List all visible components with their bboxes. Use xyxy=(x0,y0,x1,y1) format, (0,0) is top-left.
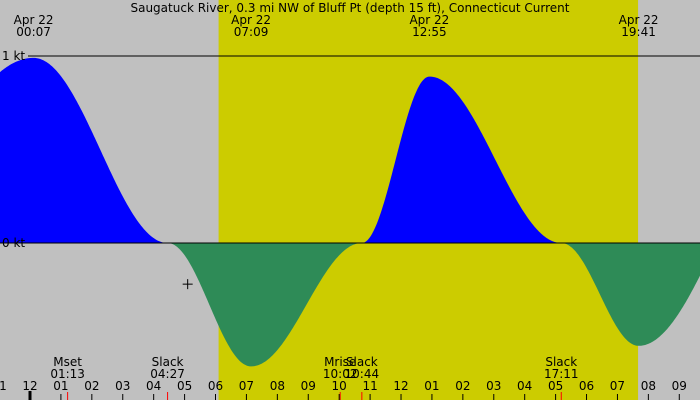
top-event-time: 00:07 xyxy=(16,25,51,39)
bottom-event-labels: Mset01:13Slack04:27Mrise10:02Slack10:44S… xyxy=(50,355,579,400)
top-event-time: 19:41 xyxy=(621,25,656,39)
x-tick-label: 10 xyxy=(332,379,347,393)
top-event-time: 07:09 xyxy=(234,25,269,39)
x-tick-label: 07 xyxy=(239,379,254,393)
bottom-event-label: Slack xyxy=(545,355,577,369)
x-tick-label: 01 xyxy=(53,379,68,393)
current-areas xyxy=(0,57,700,367)
x-axis-ticks: 11 12 01 02 03 04 05 06 07 08 09 10 11 12 01 02 03 04 05 06… xyxy=(0,379,687,400)
bottom-event-label: Mset xyxy=(53,355,82,369)
y-tick-label-1kt: 1 kt xyxy=(2,49,25,63)
x-tick-label: 02 xyxy=(455,379,470,393)
chart-title: Saugatuck River, 0.3 mi NW of Bluff Pt (… xyxy=(130,1,569,15)
x-tick-label: 05 xyxy=(548,379,563,393)
current-time-marker xyxy=(182,279,193,290)
x-tick-label: 12 xyxy=(22,379,37,393)
bottom-event-time: 10:02 xyxy=(323,367,358,381)
x-tick-label: 07 xyxy=(610,379,625,393)
x-tick-label: 09 xyxy=(672,379,687,393)
bottom-event-time: 10:44 xyxy=(345,367,380,381)
top-event-time: 12:55 xyxy=(412,25,447,39)
top-event-date: Apr 22 xyxy=(14,13,54,27)
x-tick-label: 11 xyxy=(362,379,377,393)
bottom-event-label: Mrise xyxy=(324,355,356,369)
bottom-event-label: Slack xyxy=(152,355,184,369)
x-tick-label: 11 xyxy=(0,379,7,393)
x-tick-label: 08 xyxy=(641,379,656,393)
x-tick-label: 01 xyxy=(424,379,439,393)
x-tick-label: 09 xyxy=(301,379,316,393)
x-tick-label: 04 xyxy=(146,379,161,393)
x-tick-label: 03 xyxy=(486,379,501,393)
bottom-event-label: Slack xyxy=(346,355,378,369)
x-tick-label: 03 xyxy=(115,379,130,393)
x-tick-label: 04 xyxy=(517,379,532,393)
top-event-date: Apr 22 xyxy=(619,13,659,27)
x-tick-label: 06 xyxy=(579,379,594,393)
top-event-date: Apr 22 xyxy=(409,13,449,27)
top-event-date: Apr 22 xyxy=(231,13,271,27)
y-tick-label-0kt: 0 kt xyxy=(2,236,25,250)
bottom-event-time: 04:27 xyxy=(150,367,185,381)
x-tick-label: 02 xyxy=(84,379,99,393)
flood-current-area xyxy=(0,57,700,244)
x-tick-label: 05 xyxy=(177,379,192,393)
x-tick-label: 08 xyxy=(270,379,285,393)
x-tick-label: 06 xyxy=(208,379,223,393)
ebb-current-area xyxy=(0,243,700,367)
bottom-event-time: 17:11 xyxy=(544,367,579,381)
bottom-event-time: 01:13 xyxy=(50,367,85,381)
x-tick-label: 12 xyxy=(393,379,408,393)
